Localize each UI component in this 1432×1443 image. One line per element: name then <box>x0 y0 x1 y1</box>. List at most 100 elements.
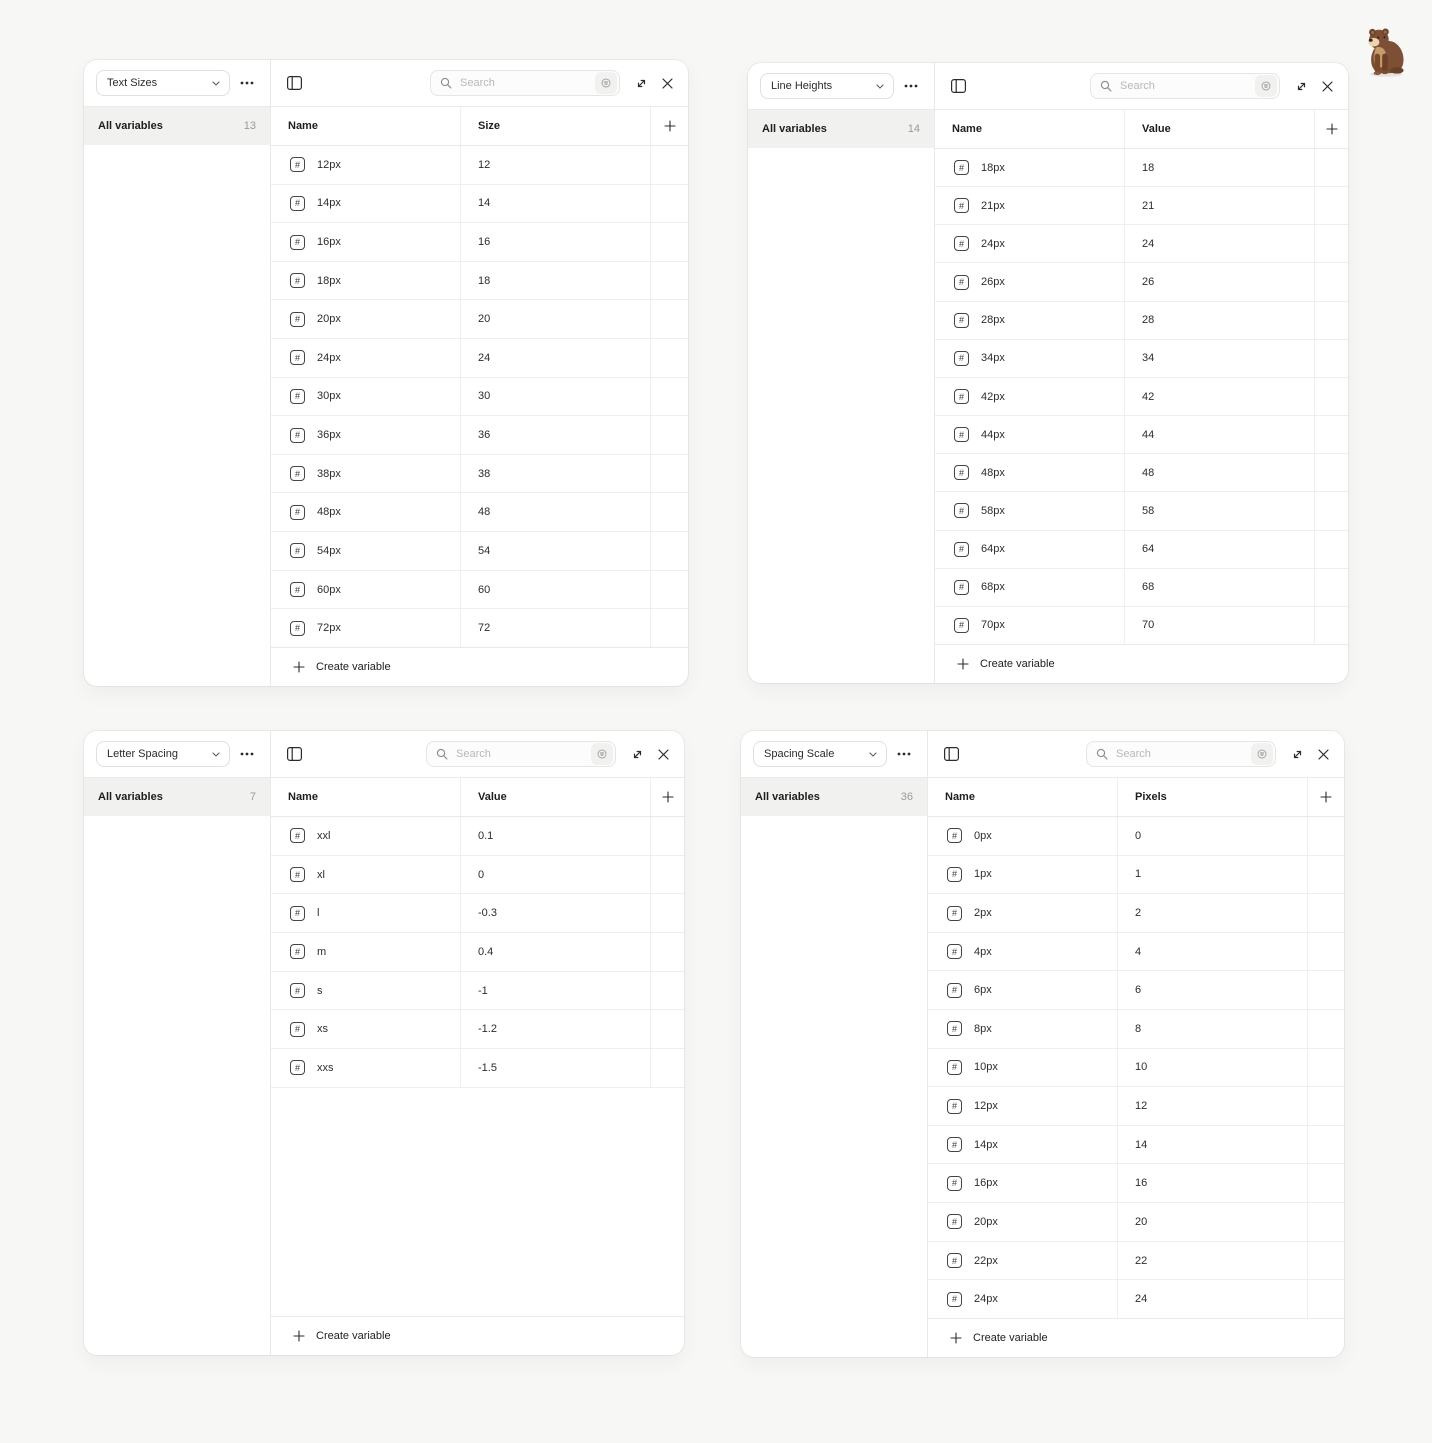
variable-row[interactable]: #44px 44 <box>935 416 1348 455</box>
filter-button[interactable] <box>595 72 617 94</box>
variable-name-cell[interactable]: #48px <box>935 454 1124 491</box>
variable-value-cell[interactable]: 30 <box>460 377 650 416</box>
variable-value-cell[interactable]: 0.1 <box>460 817 650 855</box>
sidebar-toggle-button[interactable] <box>287 747 302 761</box>
variable-row[interactable]: # l -0.3 <box>271 894 684 934</box>
variable-value-cell[interactable]: 34 <box>1124 339 1314 377</box>
variable-name-cell[interactable]: #42px <box>935 378 1124 415</box>
variable-value-cell[interactable]: 1 <box>1117 855 1307 894</box>
variable-value-cell[interactable]: 42 <box>1124 377 1314 416</box>
sidebar-item-all-variables[interactable]: All variables 36 <box>741 778 927 816</box>
variable-name-cell[interactable]: #58px <box>935 492 1124 529</box>
variable-name-cell[interactable]: #64px <box>935 531 1124 568</box>
create-variable-button[interactable]: Create variable <box>287 1329 397 1343</box>
expand-button[interactable] <box>635 77 648 90</box>
variable-row[interactable]: #18px 18 <box>271 261 688 301</box>
create-variable-button[interactable]: Create variable <box>951 657 1061 671</box>
variable-value-cell[interactable]: 12 <box>1117 1087 1307 1125</box>
close-button[interactable] <box>1322 80 1333 92</box>
variable-value-cell[interactable]: 38 <box>460 454 650 493</box>
variable-row[interactable]: #0px 0 <box>928 817 1344 856</box>
variable-value-cell[interactable]: 68 <box>1124 568 1314 606</box>
variable-row[interactable]: #2px 2 <box>928 894 1344 933</box>
variable-value-cell[interactable]: 18 <box>460 261 650 300</box>
variable-value-cell[interactable]: 44 <box>1124 416 1314 454</box>
variable-value-cell[interactable]: 24 <box>1117 1280 1307 1318</box>
collection-dropdown[interactable]: Text Sizes <box>96 70 230 96</box>
variable-row[interactable]: #22px 22 <box>928 1241 1344 1281</box>
variable-name-cell[interactable]: #54px <box>271 532 460 570</box>
variable-name-cell[interactable]: #1px <box>928 856 1117 894</box>
variable-row[interactable]: #16px 16 <box>928 1164 1344 1204</box>
variable-row[interactable]: #12px 12 <box>928 1087 1344 1126</box>
sidebar-item-all-variables[interactable]: All variables 7 <box>84 778 270 816</box>
variable-name-cell[interactable]: #18px <box>935 149 1124 186</box>
variable-value-cell[interactable]: 24 <box>460 339 650 377</box>
variable-row[interactable]: #26px 26 <box>935 263 1348 302</box>
variable-row[interactable]: #48px 48 <box>935 454 1348 493</box>
variable-row[interactable]: #58px 58 <box>935 492 1348 531</box>
variable-value-cell[interactable]: 2 <box>1117 894 1307 932</box>
variable-name-cell[interactable]: #12px <box>928 1087 1117 1125</box>
collection-dropdown[interactable]: Letter Spacing <box>96 741 230 767</box>
variable-name-cell[interactable]: #44px <box>935 416 1124 453</box>
variable-name-cell[interactable]: # m <box>271 933 460 971</box>
variable-row[interactable]: #24px 24 <box>928 1280 1344 1318</box>
variable-value-cell[interactable]: 60 <box>460 570 650 609</box>
variable-name-cell[interactable]: #18px <box>271 262 460 300</box>
variable-name-cell[interactable]: #36px <box>271 416 460 454</box>
variable-name-cell[interactable]: # xl <box>271 856 460 894</box>
variable-name-cell[interactable]: #20px <box>271 300 460 338</box>
variable-value-cell[interactable]: -1.5 <box>460 1049 650 1087</box>
variable-name-cell[interactable]: #34px <box>935 340 1124 377</box>
variable-value-cell[interactable]: 8 <box>1117 1010 1307 1048</box>
variable-name-cell[interactable]: #72px <box>271 609 460 647</box>
filter-button[interactable] <box>1255 75 1277 97</box>
variable-row[interactable]: #72px 72 <box>271 609 688 647</box>
search-input[interactable] <box>1118 79 1249 93</box>
variable-row[interactable]: #36px 36 <box>271 416 688 455</box>
variable-row[interactable]: #21px 21 <box>935 187 1348 226</box>
close-button[interactable] <box>1318 748 1329 760</box>
variable-row[interactable]: #38px 38 <box>271 454 688 494</box>
variable-name-cell[interactable]: #0px <box>928 817 1117 855</box>
variable-row[interactable]: #24px 24 <box>271 339 688 378</box>
variable-row[interactable]: #42px 42 <box>935 377 1348 417</box>
sidebar-toggle-button[interactable] <box>287 76 302 90</box>
variable-value-cell[interactable]: 0 <box>1117 817 1307 855</box>
variable-row[interactable]: #30px 30 <box>271 377 688 417</box>
variable-row[interactable]: #48px 48 <box>271 493 688 533</box>
variable-row[interactable]: # xs -1.2 <box>271 1010 684 1050</box>
variable-row[interactable]: #12px 12 <box>271 146 688 185</box>
variable-value-cell[interactable]: 12 <box>460 146 650 184</box>
variable-value-cell[interactable]: 14 <box>1117 1125 1307 1164</box>
variable-row[interactable]: #54px 54 <box>271 532 688 571</box>
variable-value-cell[interactable]: 0 <box>460 855 650 894</box>
variable-value-cell[interactable]: 54 <box>460 532 650 570</box>
variable-value-cell[interactable]: 48 <box>1124 454 1314 492</box>
variable-name-cell[interactable]: #30px <box>271 378 460 416</box>
variable-value-cell[interactable]: 48 <box>460 493 650 532</box>
collection-dropdown[interactable]: Spacing Scale <box>753 741 887 767</box>
variable-name-cell[interactable]: #6px <box>928 971 1117 1009</box>
variable-row[interactable]: # xxl 0.1 <box>271 817 684 856</box>
variable-row[interactable]: #10px 10 <box>928 1048 1344 1088</box>
variable-name-cell[interactable]: # xxs <box>271 1049 460 1087</box>
variable-value-cell[interactable]: 36 <box>460 416 650 454</box>
search-input[interactable] <box>1114 747 1245 761</box>
expand-button[interactable] <box>1295 80 1308 93</box>
variable-row[interactable]: #68px 68 <box>935 568 1348 607</box>
variable-row[interactable]: #16px 16 <box>271 223 688 262</box>
variable-row[interactable]: #14px 14 <box>271 184 688 224</box>
create-variable-button[interactable]: Create variable <box>944 1331 1054 1345</box>
variable-row[interactable]: #1px 1 <box>928 855 1344 895</box>
create-variable-button[interactable]: Create variable <box>287 660 397 674</box>
collection-dropdown[interactable]: Line Heights <box>760 73 894 99</box>
variable-name-cell[interactable]: #70px <box>935 607 1124 644</box>
sidebar-item-all-variables[interactable]: All variables 14 <box>748 110 934 148</box>
filter-button[interactable] <box>591 743 613 765</box>
add-variable-button[interactable] <box>1320 791 1332 803</box>
variable-row[interactable]: # m 0.4 <box>271 933 684 972</box>
variable-name-cell[interactable]: #24px <box>935 225 1124 262</box>
sidebar-item-all-variables[interactable]: All variables 13 <box>84 107 270 145</box>
